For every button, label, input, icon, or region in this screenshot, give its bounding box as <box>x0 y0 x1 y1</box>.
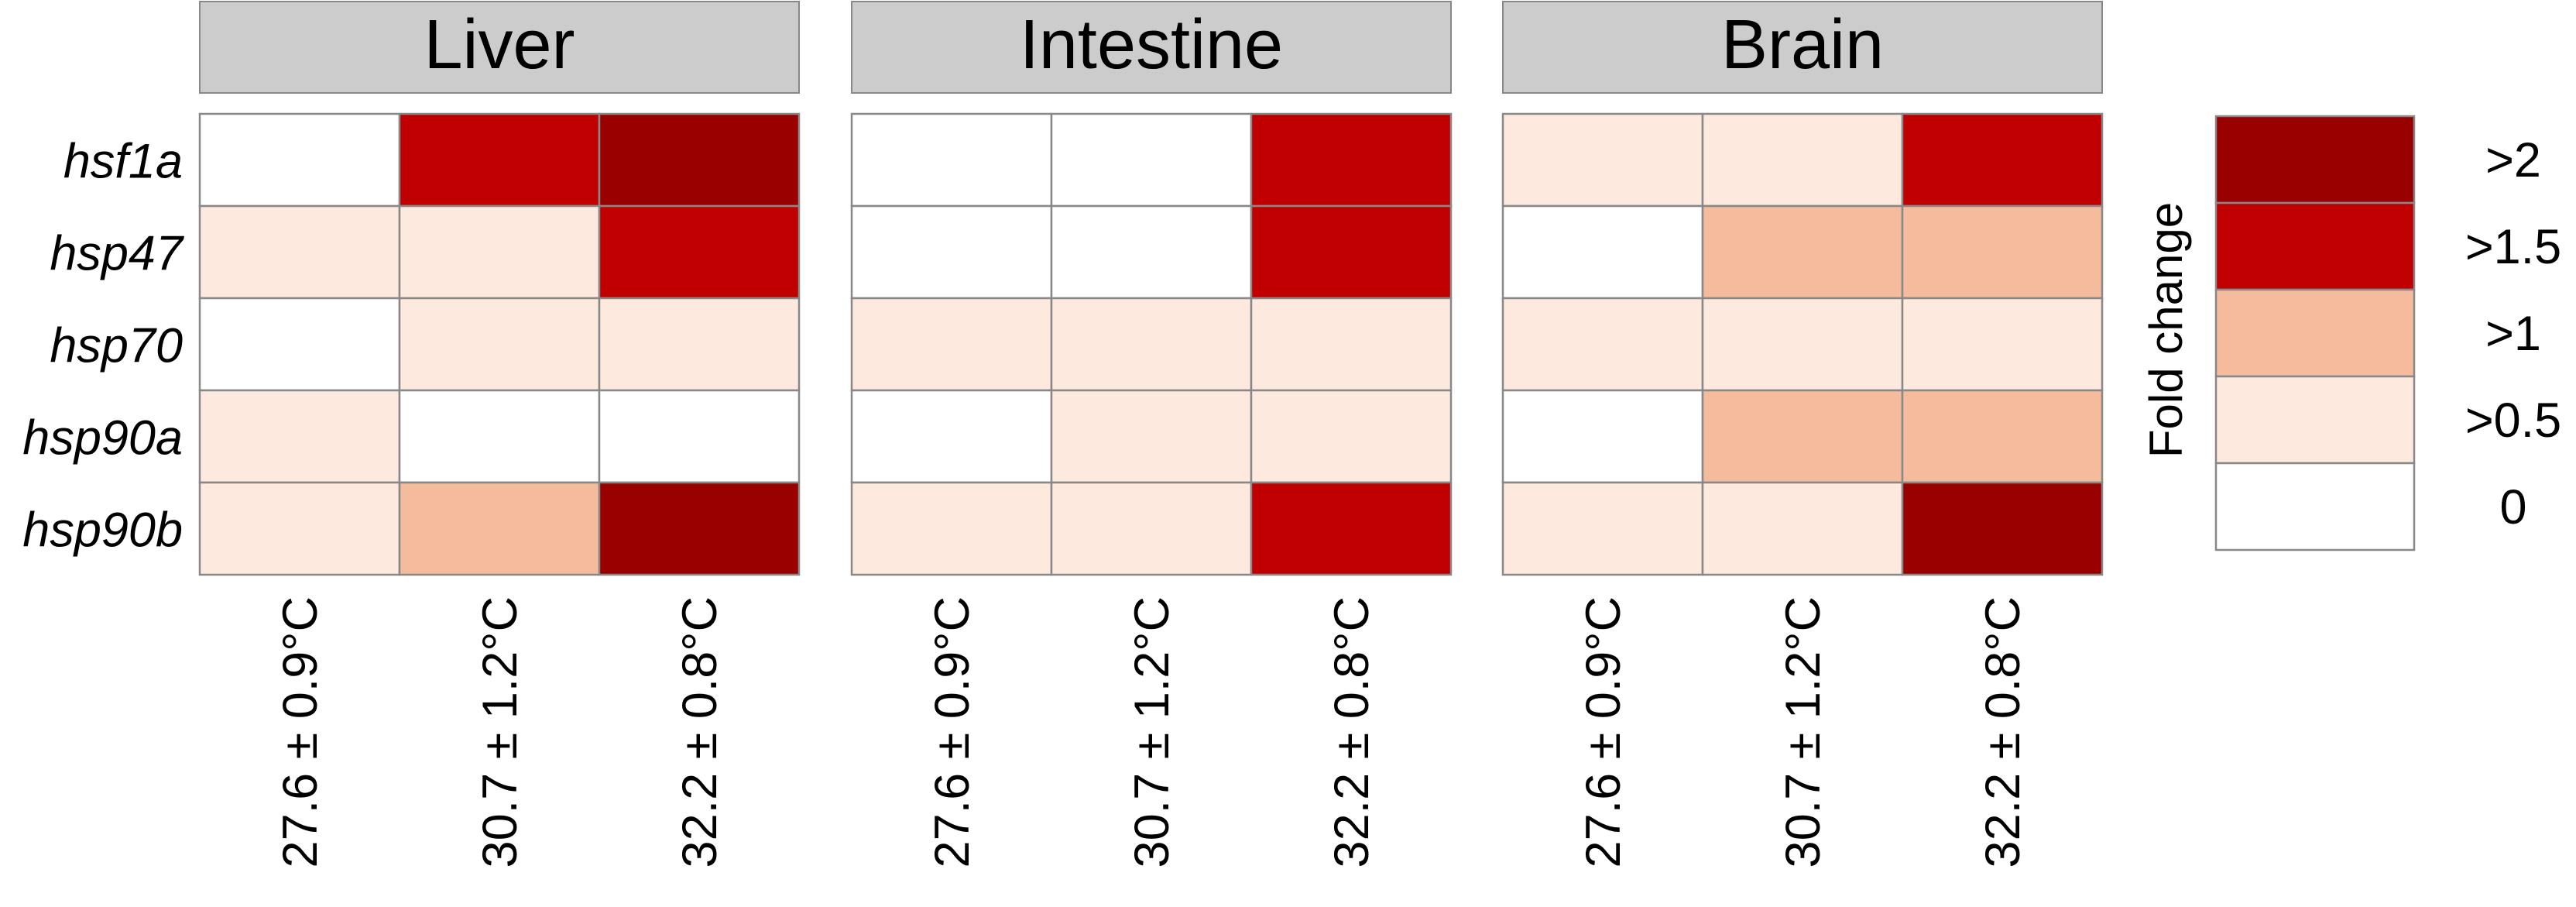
panel-brain: Brain 27.6 ± 0.9°C 30.7 ± 1.2°C 32.2 ± 0.8°… <box>1501 1 2104 867</box>
x-tick-label: 30.7 ± 1.2°C <box>473 596 527 867</box>
heatmap-cell <box>1701 389 1904 484</box>
panel-intestine: Intestine 27.6 ± 0.9°C 30.7 ± 1.2°C 32.2 ± … <box>850 1 1453 867</box>
heatmap-cell <box>198 297 401 392</box>
legend-swatch <box>2214 288 2416 378</box>
heatmap-cell <box>598 112 801 208</box>
heatmap-cell <box>1901 297 2104 392</box>
heatmap-cell <box>1701 204 1904 300</box>
heatmap-cell <box>1901 204 2104 300</box>
x-tick-label: 30.7 ± 1.2°C <box>1776 596 1830 867</box>
legend-label: >2 <box>2485 133 2541 187</box>
heatmap-cell <box>1701 297 1904 392</box>
legend-swatch <box>2214 201 2416 291</box>
heatmap-cell <box>398 389 601 484</box>
legend-label: >1.5 <box>2465 220 2561 274</box>
heatmap-cell <box>1501 481 1704 576</box>
legend-title: Fold change <box>2140 202 2192 458</box>
heatmap-cell <box>398 297 601 392</box>
fold-change-legend: >2 >1.5 >1 >0.5 0 Fold change <box>2140 115 2561 551</box>
heatmap-cell <box>198 389 401 484</box>
x-tick-label: 27.6 ± 0.9°C <box>273 596 328 867</box>
heatmap-cell <box>398 112 601 208</box>
row-label: hsp70 <box>50 319 183 373</box>
heatmap-cell <box>598 204 801 300</box>
heatmap-cell <box>1901 389 2104 484</box>
heatmap-cell <box>1050 204 1253 300</box>
heatmap-cell <box>198 204 401 300</box>
panel-title: Brain <box>1721 6 1884 84</box>
x-tick-label: 32.2 ± 0.8°C <box>673 596 727 867</box>
heatmap-cell <box>850 389 1053 484</box>
x-tick-label: 27.6 ± 0.9°C <box>1576 596 1631 867</box>
heatmap-cell <box>850 112 1053 208</box>
heatmap-cell <box>1050 481 1253 576</box>
x-tick-label: 32.2 ± 0.8°C <box>1325 596 1379 867</box>
x-tick-label: 27.6 ± 0.9°C <box>925 596 979 867</box>
panel-header-intestine <box>851 1 1452 94</box>
heatmap-cell <box>598 389 801 484</box>
legend-label: 0 <box>2499 480 2526 534</box>
heatmap-cell <box>198 481 401 576</box>
row-label: hsp90a <box>22 411 183 466</box>
heatmap-cell <box>1501 297 1704 392</box>
heatmap-cell <box>1901 481 2104 576</box>
panel-header-liver <box>199 1 800 94</box>
panel-title: Intestine <box>1020 6 1283 84</box>
row-label: hsf1a <box>63 135 183 189</box>
heatmap-cell <box>1050 112 1253 208</box>
heatmap-cell <box>598 297 801 392</box>
heatmap-cell <box>850 481 1053 576</box>
legend-swatch <box>2214 115 2416 204</box>
x-tick-label: 30.7 ± 1.2°C <box>1125 596 1179 867</box>
panel-liver: Liver 27.6 ± 0.9°C 30.7 ± 1.2°C 32.2 ± 0.8°… <box>22 1 801 867</box>
heatmap-cell <box>398 204 601 300</box>
row-label: hsp47 <box>50 227 184 281</box>
panel-title: Liver <box>424 6 575 84</box>
legend-label: >1 <box>2485 307 2541 361</box>
heatmap-cell <box>198 112 401 208</box>
heatmap-cell <box>1250 389 1453 484</box>
panel-header-brain <box>1502 1 2103 94</box>
heatmap-cell <box>1501 204 1704 300</box>
heatmap-cell <box>1050 389 1253 484</box>
heatmap-cell <box>1250 481 1453 576</box>
heatmap-cell <box>1501 389 1704 484</box>
x-tick-label: 32.2 ± 0.8°C <box>1976 596 2030 867</box>
legend-swatch <box>2214 462 2416 551</box>
heatmap-cell <box>850 204 1053 300</box>
heatmap-cell <box>1701 112 1904 208</box>
heatmap-cell <box>1050 297 1253 392</box>
heatmap-cell <box>1250 204 1453 300</box>
heatmap-cell <box>398 481 601 576</box>
legend-label: >0.5 <box>2465 393 2561 448</box>
heatmap-cell <box>1701 481 1904 576</box>
heatmap-cell <box>1250 297 1453 392</box>
heatmap-cell <box>850 297 1053 392</box>
legend-swatch <box>2214 375 2416 465</box>
row-label: hsp90b <box>22 503 183 558</box>
heatmap-cell <box>598 481 801 576</box>
heatmap-cell <box>1501 112 1704 208</box>
heatmap-cell <box>1901 112 2104 208</box>
heatmap-cell <box>1250 112 1453 208</box>
heatmap-panels: Liver 27.6 ± 0.9°C 30.7 ± 1.2°C 32.2 ± 0.8°… <box>22 1 2104 867</box>
